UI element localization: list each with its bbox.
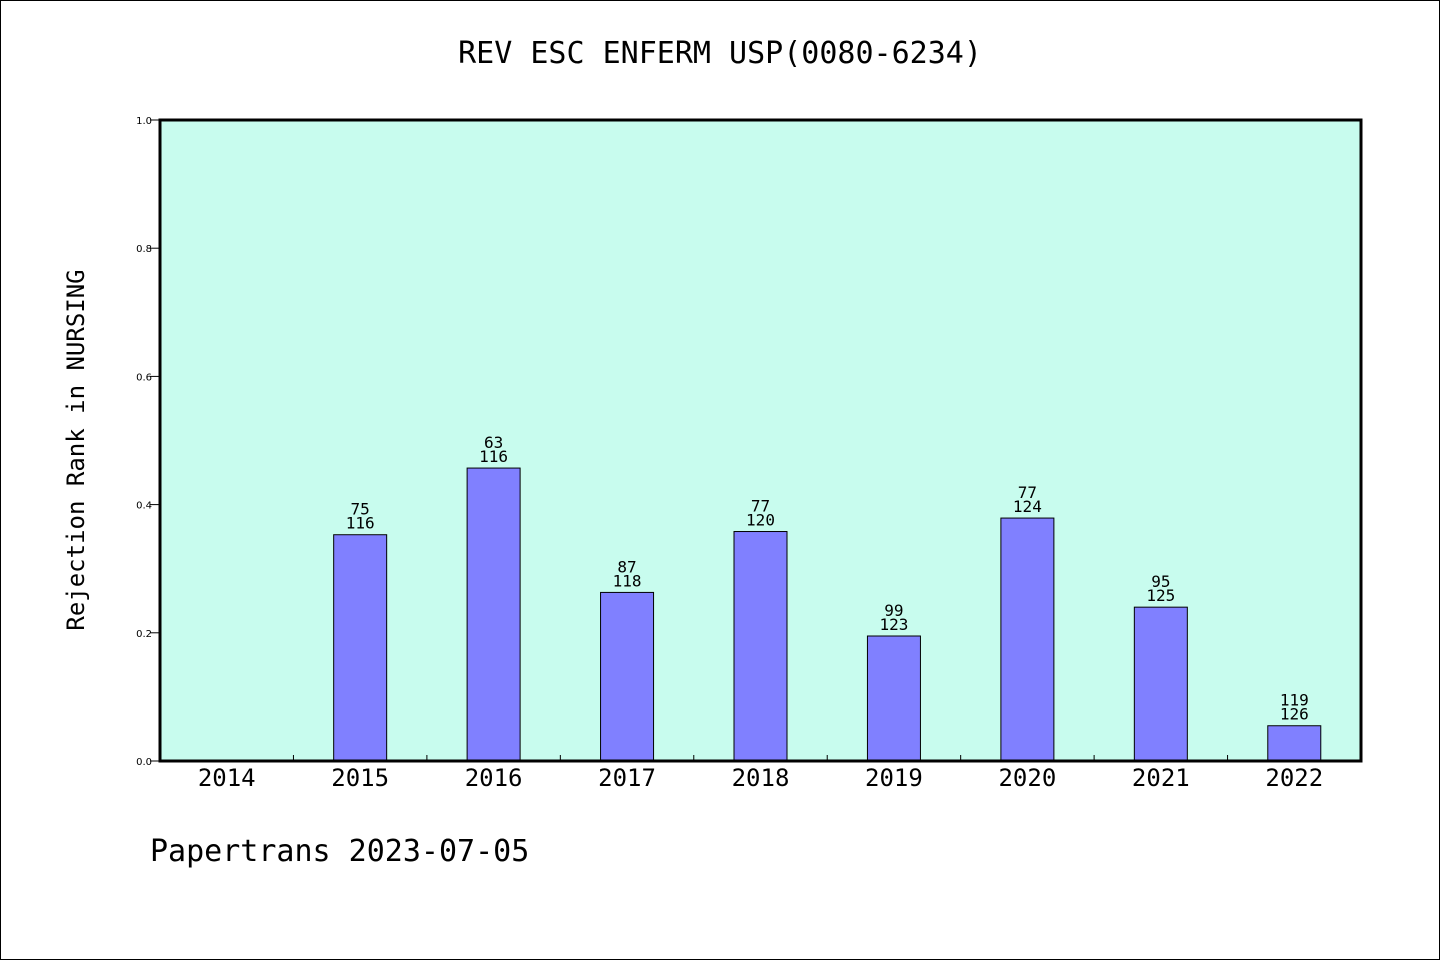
bar-total-label: 125 [1146, 586, 1175, 605]
x-tick-label: 2019 [865, 764, 923, 792]
y-tick-label: 0.8 [136, 244, 152, 255]
bar [1133, 606, 1188, 762]
x-tick-label: 2017 [598, 764, 656, 792]
bar [866, 635, 921, 762]
bar [333, 534, 388, 762]
bar-total-label: 126 [1280, 705, 1309, 724]
bar-rank-label: 99 [884, 601, 903, 620]
x-tick-label: 2018 [732, 764, 790, 792]
plot-border [158, 118, 1363, 763]
x-tick-label: 2022 [1265, 764, 1323, 792]
x-tick-label: 2021 [1132, 764, 1190, 792]
bar-rank-label: 95 [1151, 572, 1170, 591]
y-tick-label: 0.2 [136, 629, 152, 640]
y-tick-label: 0.0 [136, 757, 152, 768]
bar-total-label: 120 [746, 511, 775, 530]
bar [1000, 517, 1055, 762]
chart-title: REV ESC ENFERM USP(0080-6234) [458, 36, 982, 71]
bar-rank-label: 77 [1018, 483, 1037, 502]
bar-rank-label: 77 [751, 497, 770, 516]
bar [1267, 725, 1322, 762]
bar [733, 531, 788, 762]
bar-rank-label: 75 [351, 500, 370, 519]
bar-rank-label: 63 [484, 433, 503, 452]
bar-rank-label: 87 [617, 557, 636, 576]
bar-total-label: 116 [346, 514, 375, 533]
bar-total-label: 118 [613, 571, 642, 590]
bar-total-label: 124 [1013, 497, 1042, 516]
footer-label: Papertrans 2023-07-05 [150, 834, 530, 869]
y-tick-label: 0.4 [136, 501, 152, 512]
y-tick-label: 0.6 [136, 372, 152, 383]
bar-total-label: 123 [879, 615, 908, 634]
y-tick-label: 1.0 [136, 116, 152, 127]
bar-rank-label: 119 [1280, 691, 1309, 710]
bar [466, 467, 521, 762]
x-tick-label: 2016 [465, 764, 523, 792]
bar-total-label: 116 [479, 447, 508, 466]
x-tick-label: 2014 [198, 764, 256, 792]
x-tick-label: 2020 [998, 764, 1056, 792]
bar [600, 591, 655, 762]
x-tick-label: 2015 [331, 764, 389, 792]
